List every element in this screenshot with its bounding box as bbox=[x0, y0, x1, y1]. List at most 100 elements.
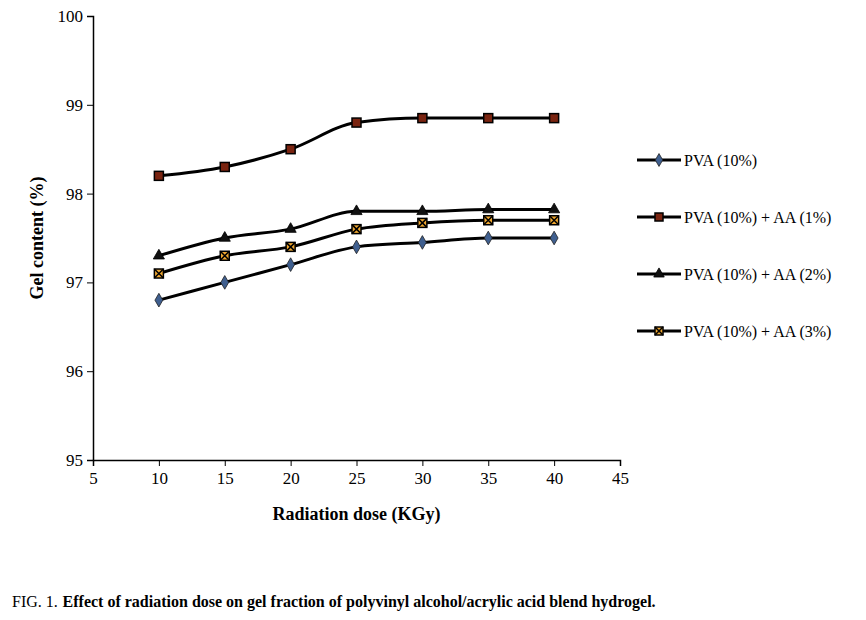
series-marker bbox=[220, 251, 229, 260]
marker-cross bbox=[286, 242, 295, 251]
y-tick-label: 99 bbox=[66, 96, 83, 115]
marker-shape bbox=[155, 293, 163, 307]
series-marker bbox=[418, 236, 426, 250]
x-tick-mark bbox=[488, 460, 489, 466]
x-tick-label: 10 bbox=[151, 469, 168, 488]
legend-marker bbox=[655, 213, 663, 221]
x-axis: 51015202530354045 bbox=[89, 460, 629, 488]
x-tick: 15 bbox=[217, 460, 234, 488]
y-tick: 95 bbox=[66, 451, 93, 470]
y-tick: 96 bbox=[66, 362, 93, 381]
y-tick-label: 98 bbox=[66, 185, 83, 204]
series-marker bbox=[220, 162, 229, 171]
x-tick-label: 30 bbox=[414, 469, 431, 488]
x-tick-label: 15 bbox=[217, 469, 234, 488]
marker-shape bbox=[418, 236, 426, 250]
marker-shape bbox=[483, 203, 494, 213]
x-tick: 5 bbox=[89, 460, 98, 488]
marker-shape bbox=[655, 154, 662, 167]
series-line bbox=[159, 238, 554, 300]
y-tick-mark bbox=[87, 194, 93, 195]
marker-shape bbox=[550, 231, 558, 245]
series-line bbox=[159, 210, 554, 256]
marker-cross bbox=[418, 218, 427, 227]
marker-shape bbox=[484, 114, 493, 123]
series-marker bbox=[286, 145, 295, 154]
chart: 510152025303540459596979899100Radiation … bbox=[0, 0, 866, 620]
marker-shape bbox=[220, 251, 229, 260]
marker-shape bbox=[219, 232, 230, 242]
series-marker bbox=[351, 205, 362, 215]
marker-shape bbox=[220, 162, 229, 171]
y-tick: 97 bbox=[66, 273, 93, 292]
series-marker bbox=[484, 216, 493, 225]
series-marker bbox=[550, 216, 559, 225]
x-tick-mark bbox=[225, 460, 226, 466]
series-marker bbox=[484, 114, 493, 123]
x-tick: 20 bbox=[283, 460, 300, 488]
caption: FIG. 1.Effect of radiation dose on gel f… bbox=[12, 593, 656, 611]
x-tick: 40 bbox=[546, 460, 563, 488]
marker-shape bbox=[550, 114, 559, 123]
marker-shape bbox=[352, 225, 361, 234]
y-tick-mark bbox=[87, 105, 93, 106]
marker-cross bbox=[220, 251, 229, 260]
y-axis-title: Gel content (%) bbox=[27, 177, 48, 300]
marker-cross bbox=[352, 225, 361, 234]
series-marker bbox=[285, 223, 296, 233]
caption-title: Effect of radiation dose on gel fraction… bbox=[63, 593, 656, 611]
y-tick-mark bbox=[87, 282, 93, 283]
x-tick-label: 35 bbox=[480, 469, 497, 488]
x-axis-line bbox=[94, 461, 621, 467]
legend-item: PVA (10%) bbox=[637, 152, 757, 170]
marker-shape bbox=[286, 242, 295, 251]
series-marker bbox=[353, 240, 361, 254]
legend-marker bbox=[655, 327, 663, 335]
marker-shape bbox=[154, 171, 163, 180]
y-tick-label: 95 bbox=[66, 451, 83, 470]
legend: PVA (10%)PVA (10%) + AA (1%)PVA (10%) + … bbox=[637, 152, 831, 341]
legend-marker bbox=[654, 268, 665, 277]
y-axis: 95 96 97 98 99 100 bbox=[58, 7, 94, 470]
marker-shape bbox=[352, 118, 361, 127]
x-tick: 30 bbox=[414, 460, 431, 488]
x-tick-mark bbox=[357, 460, 358, 466]
series-marker bbox=[153, 249, 164, 259]
series-marker bbox=[352, 225, 361, 234]
marker-cross bbox=[655, 327, 663, 335]
series-line bbox=[159, 118, 554, 176]
marker-cross bbox=[550, 216, 559, 225]
series-marker bbox=[287, 258, 295, 272]
marker-shape bbox=[351, 205, 362, 215]
series-marker bbox=[219, 232, 230, 242]
marker-shape bbox=[286, 145, 295, 154]
marker-cross bbox=[484, 216, 493, 225]
x-tick: 25 bbox=[349, 460, 366, 488]
x-tick-mark bbox=[554, 460, 555, 466]
x-tick-mark bbox=[422, 460, 423, 466]
marker-shape bbox=[655, 213, 663, 221]
series-marker bbox=[352, 118, 361, 127]
marker-shape bbox=[484, 216, 493, 225]
marker-shape bbox=[418, 114, 427, 123]
series-marker bbox=[154, 269, 163, 278]
legend-label: PVA (10%) + AA (2%) bbox=[684, 266, 831, 284]
y-tick: 99 bbox=[66, 96, 93, 115]
marker-shape bbox=[655, 327, 663, 335]
x-tick-label: 25 bbox=[349, 469, 366, 488]
series-line bbox=[159, 220, 554, 273]
x-tick-mark bbox=[291, 460, 292, 466]
series-marker bbox=[550, 114, 559, 123]
y-tick: 100 bbox=[58, 7, 94, 26]
plot-area bbox=[153, 114, 559, 307]
series-marker bbox=[418, 218, 427, 227]
x-tick: 10 bbox=[151, 460, 168, 488]
x-tick: 35 bbox=[480, 460, 497, 488]
series-marker bbox=[418, 114, 427, 123]
legend-item: PVA (10%) + AA (2%) bbox=[637, 266, 831, 284]
y-tick: 98 bbox=[66, 185, 93, 204]
legend-label: PVA (10%) bbox=[684, 152, 757, 170]
y-tick-label: 97 bbox=[66, 273, 84, 292]
series-marker bbox=[484, 231, 492, 245]
marker-shape bbox=[153, 249, 164, 259]
